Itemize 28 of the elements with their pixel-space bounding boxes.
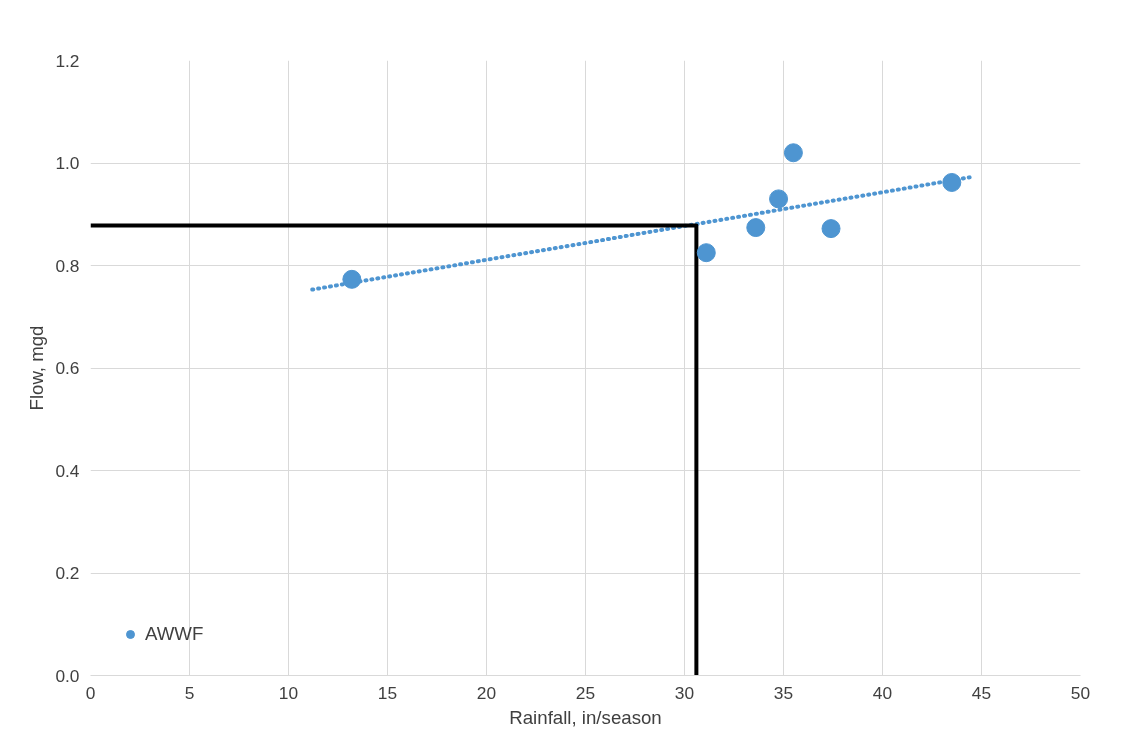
point bbox=[783, 143, 803, 163]
x-tick-label: 25 bbox=[575, 682, 596, 703]
point bbox=[821, 219, 841, 239]
point bbox=[746, 218, 766, 238]
x-tick-label: 0 bbox=[85, 682, 96, 703]
point bbox=[696, 243, 716, 263]
point bbox=[769, 189, 789, 209]
x-tick-label: 50 bbox=[1070, 682, 1091, 703]
y-tick-label: 0.6 bbox=[55, 358, 80, 378]
y-tick-label: 1.2 bbox=[55, 50, 80, 71]
x-tick-label: 45 bbox=[971, 682, 992, 703]
y-axis-title: Flow, mgd bbox=[26, 325, 48, 411]
y-tick-label: 0.4 bbox=[55, 460, 80, 481]
x-tick-label: 40 bbox=[872, 682, 893, 703]
y-tick-label: 0.8 bbox=[55, 255, 80, 276]
x-tick-label: 30 bbox=[674, 682, 695, 703]
point bbox=[342, 269, 362, 289]
x-tick-label: 5 bbox=[184, 682, 195, 703]
y-tick-label: 0.0 bbox=[55, 665, 80, 686]
point bbox=[942, 172, 962, 192]
y-tick-label: 1.0 bbox=[55, 153, 80, 173]
x-tick-label: 35 bbox=[773, 682, 794, 703]
y-tick-label: 0.2 bbox=[55, 563, 80, 583]
x-tick-label: 20 bbox=[476, 682, 497, 703]
x-tick-label: 15 bbox=[377, 682, 398, 703]
x-axis-title: Rainfall, in/season bbox=[509, 706, 662, 728]
legend-label: AWWF bbox=[145, 623, 204, 645]
x-tick-label: 10 bbox=[278, 682, 299, 703]
